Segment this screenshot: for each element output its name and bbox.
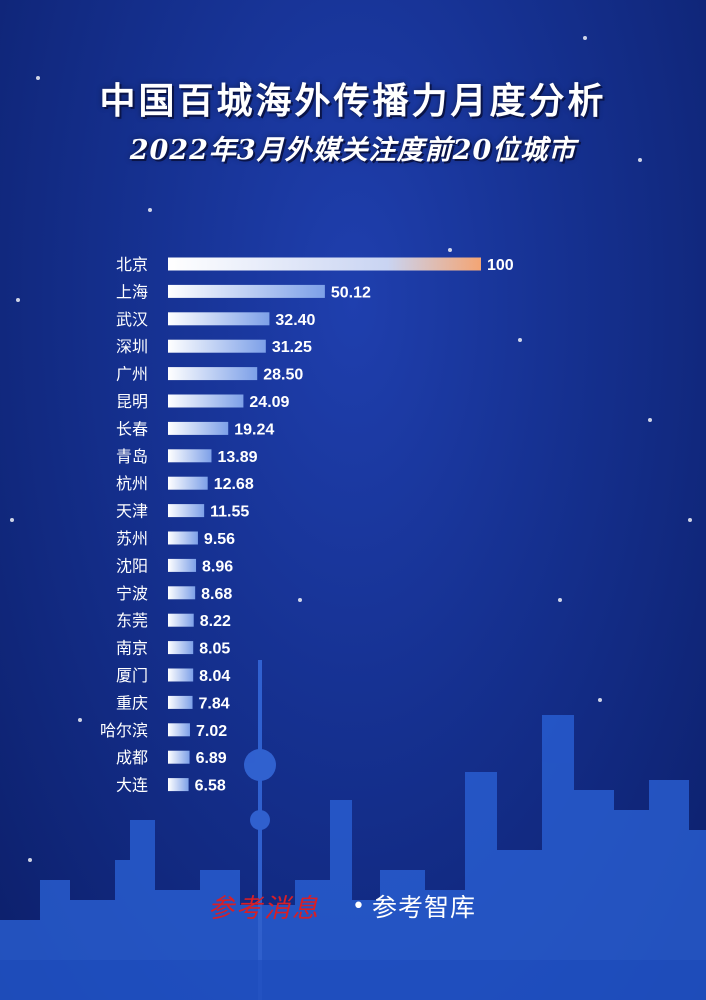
value-label: 19.24	[234, 421, 274, 438]
value-label: 12.68	[214, 476, 254, 493]
category-label: 深圳	[116, 337, 148, 356]
bar	[168, 476, 208, 490]
value-label: 100	[487, 257, 514, 274]
star	[298, 598, 302, 602]
page-title: 中国百城海外传播力月度分析	[99, 80, 607, 122]
brand-separator: •	[352, 893, 365, 919]
category-label: 南京	[116, 639, 148, 658]
value-label: 31.25	[272, 339, 312, 356]
value-label: 9.56	[204, 531, 235, 548]
star	[648, 418, 652, 422]
bar	[168, 312, 270, 326]
category-label: 重庆	[116, 693, 148, 712]
brand-name: 参考智库	[372, 893, 477, 922]
category-label: 东莞	[116, 611, 148, 630]
star	[598, 698, 602, 702]
page-subtitle: 2022年3月外媒关注度前20位城市	[129, 135, 577, 166]
category-label: 昆明	[116, 392, 148, 411]
bar	[168, 641, 194, 655]
star	[688, 518, 692, 522]
bar	[168, 586, 196, 600]
bar	[168, 750, 190, 764]
bar	[168, 558, 197, 572]
bar	[168, 449, 212, 463]
category-label: 青岛	[116, 447, 148, 466]
bar	[168, 421, 229, 435]
bar	[168, 695, 193, 709]
bar	[168, 394, 244, 408]
category-label: 宁波	[116, 584, 148, 603]
value-label: 8.05	[199, 641, 230, 658]
value-label: 6.58	[195, 778, 226, 795]
bar	[168, 613, 194, 627]
skyline-buildings	[0, 660, 706, 1000]
category-label: 成都	[116, 748, 148, 767]
value-label: 6.89	[196, 750, 227, 767]
value-label: 7.02	[196, 723, 227, 740]
category-label: 大连	[116, 776, 148, 795]
star	[10, 518, 14, 522]
category-label: 杭州	[116, 474, 148, 493]
bar	[168, 723, 190, 737]
bar	[168, 339, 266, 353]
category-label: 哈尔滨	[100, 721, 148, 740]
bar	[168, 284, 325, 298]
category-label: 广州	[116, 365, 148, 384]
bar	[168, 367, 258, 381]
category-label: 上海	[116, 282, 148, 301]
cankao-xiaoxi-logo: 参考消息	[208, 893, 321, 924]
star	[638, 158, 642, 162]
category-label: 北京	[116, 255, 148, 274]
value-label: 8.22	[200, 613, 231, 630]
value-label: 7.84	[199, 695, 230, 712]
star	[583, 36, 587, 40]
value-label: 50.12	[331, 284, 371, 301]
value-label: 11.55	[210, 504, 249, 521]
star	[78, 718, 82, 722]
star	[16, 298, 20, 302]
bar	[168, 531, 198, 545]
category-label: 天津	[116, 502, 148, 521]
star	[148, 208, 152, 212]
star	[28, 858, 32, 862]
bar	[168, 257, 481, 271]
value-label: 24.09	[249, 394, 289, 411]
bar	[168, 778, 189, 792]
value-label: 32.40	[275, 312, 315, 329]
category-label: 武汉	[116, 310, 148, 329]
value-label: 28.50	[263, 367, 303, 384]
value-label: 8.96	[202, 558, 233, 575]
star	[518, 338, 522, 342]
category-label: 厦门	[116, 666, 148, 685]
category-label: 沈阳	[116, 556, 148, 575]
category-label: 苏州	[116, 529, 148, 548]
star	[448, 248, 452, 252]
category-label: 长春	[116, 419, 148, 438]
value-label: 13.89	[217, 449, 257, 466]
bar	[168, 668, 194, 682]
star	[558, 598, 562, 602]
value-label: 8.04	[199, 668, 230, 685]
bar	[168, 504, 205, 518]
star	[36, 76, 40, 80]
value-label: 8.68	[201, 586, 232, 603]
